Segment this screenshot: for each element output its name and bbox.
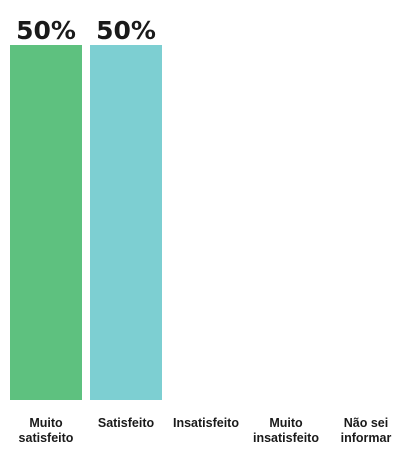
category-label-1: Muito satisfeito [19,416,74,445]
category-label-4: Muito insatisfeito [253,416,319,445]
value-label-1: 50% [16,16,76,45]
category-label-5: Não sei informar [341,416,392,445]
category-label-3: Insatisfeito [173,416,239,430]
category-label-2: Satisfeito [98,416,155,430]
bar-1 [10,45,82,400]
value-label-2: 50% [96,16,156,45]
bar-2 [90,45,162,400]
